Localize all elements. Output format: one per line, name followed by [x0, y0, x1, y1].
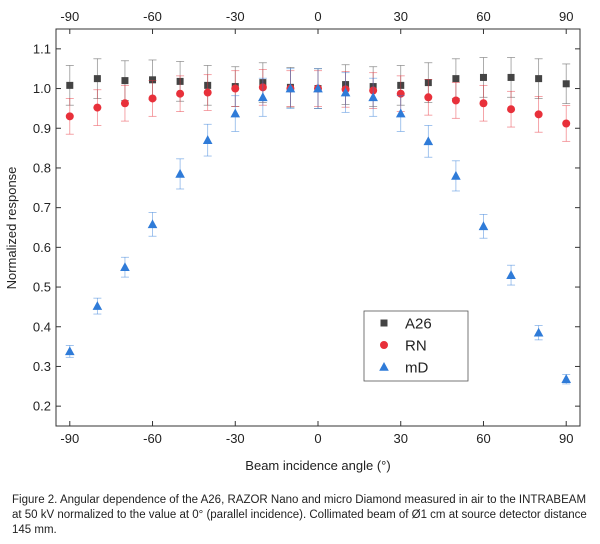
data-point [562, 80, 570, 88]
data-point [149, 76, 157, 84]
data-point [258, 92, 268, 102]
data-point [66, 81, 74, 89]
data-point [148, 94, 157, 103]
data-point [451, 170, 461, 180]
data-point [285, 83, 296, 93]
data-point [479, 99, 488, 108]
data-point [479, 73, 487, 81]
figure-caption: Figure 2. Angular dependence of the A26,… [12, 494, 587, 536]
x-top-tick-label: -90 [60, 9, 79, 24]
y-tick-label: 0.6 [33, 240, 51, 255]
data-points [64, 57, 572, 385]
x-top-tick-label: -30 [226, 9, 245, 24]
y-tick-label: 0.9 [33, 121, 51, 136]
y-tick-label: 0.8 [33, 160, 51, 175]
series-mD [64, 68, 572, 385]
data-point [368, 92, 378, 102]
data-point [395, 108, 406, 118]
data-point [506, 270, 516, 279]
y-tick-label: 0.7 [33, 200, 51, 215]
x-tick-label: 90 [559, 431, 573, 446]
x-top-tick-label: 0 [314, 9, 321, 24]
data-point [147, 219, 158, 229]
x-top-tick-label: 60 [476, 9, 490, 24]
data-point [64, 346, 75, 356]
y-tick-label: 0.3 [33, 359, 51, 374]
data-point [203, 88, 212, 97]
y-tick-label: 0.2 [33, 399, 51, 414]
legend-marker [380, 319, 388, 327]
y-tick-label: 0.4 [33, 319, 51, 334]
data-point [534, 110, 543, 119]
data-point [533, 327, 544, 337]
legend-label: mD [405, 360, 428, 377]
y-axis-label: Normalized response [4, 167, 19, 290]
data-point [424, 93, 433, 102]
legend-label: A26 [405, 316, 432, 333]
data-point [176, 89, 185, 98]
data-point [423, 136, 434, 146]
data-point [562, 119, 571, 128]
legend: A26 RN mD [363, 310, 469, 382]
x-tick-label: -60 [143, 431, 162, 446]
data-point [120, 262, 130, 271]
x-axis-label: Beam incidence angle (°) [245, 458, 390, 473]
data-point [340, 87, 351, 97]
data-point [121, 77, 129, 85]
x-tick-label: 0 [314, 431, 321, 446]
legend-marker [379, 362, 389, 371]
data-point [535, 75, 543, 83]
data-point [507, 73, 515, 81]
data-point [452, 75, 460, 83]
data-point [561, 374, 572, 383]
data-point [93, 75, 101, 83]
x-tick-label: -30 [226, 431, 245, 446]
legend-label: RN [405, 338, 427, 355]
x-tick-label: 60 [476, 431, 490, 446]
data-point [507, 105, 516, 114]
data-point [175, 168, 185, 178]
data-point [93, 103, 102, 112]
data-point [92, 301, 103, 310]
x-tick-label: 30 [394, 431, 408, 446]
data-point [202, 135, 213, 144]
legend-marker [380, 341, 388, 349]
y-tick-label: 1.0 [33, 81, 51, 96]
data-point [231, 84, 240, 93]
data-point [478, 221, 489, 231]
data-point [230, 108, 241, 118]
x-top-tick-label: -60 [143, 9, 162, 24]
x-top-tick-label: 90 [559, 9, 573, 24]
data-point [120, 99, 129, 108]
x-tick-label: -90 [60, 431, 79, 446]
y-tick-label: 0.5 [33, 280, 51, 295]
angular-response-chart: -90 -90 -60 -60 -30 -30 0 0 30 30 60 60 90 90 0.2 0.3 0.… [4, 9, 581, 473]
x-top-tick-label: 30 [394, 9, 408, 24]
data-point [451, 96, 460, 105]
data-point [313, 83, 323, 93]
y-tick-label: 1.1 [33, 41, 51, 56]
axis-ticks: -90 -90 -60 -60 -30 -30 0 0 30 30 60 60 90 90 0.2 0.3 0.… [33, 9, 580, 446]
data-point [65, 112, 74, 121]
